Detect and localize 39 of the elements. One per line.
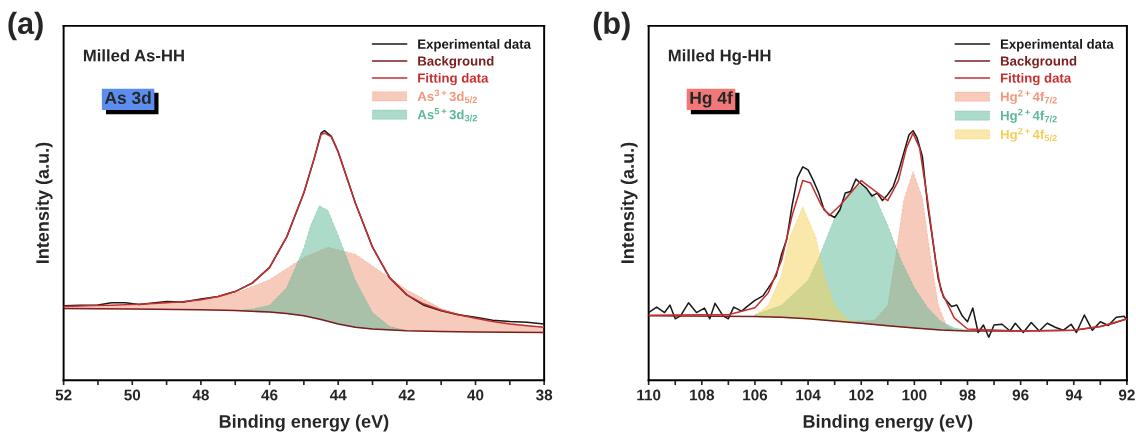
x-tick-label: 108 bbox=[690, 389, 715, 401]
x-tick-label: 48 bbox=[192, 389, 209, 401]
chart-title: (a) bbox=[8, 11, 43, 41]
legend-label: Hg$^{2+}$4f$_{7/2}$ bbox=[1000, 108, 1057, 123]
x-tick-label: 40 bbox=[467, 389, 484, 401]
x-tick-label: 96 bbox=[1012, 389, 1029, 401]
x-tick-label: 106 bbox=[743, 389, 768, 401]
legend-label: Experimental data bbox=[1000, 39, 1114, 52]
x-tick-label: 92 bbox=[1118, 389, 1135, 401]
y-axis-title: Intensity (a.u.) bbox=[35, 142, 53, 264]
x-tick-label: 52 bbox=[55, 389, 72, 401]
text: Milled As-HH bbox=[83, 49, 184, 62]
legend-label: Background bbox=[418, 56, 494, 69]
text: As 3d bbox=[104, 91, 151, 105]
legend-label: Experimental data bbox=[418, 39, 532, 52]
x-tick-label: 110 bbox=[637, 389, 661, 401]
x-tick-label: 94 bbox=[1065, 389, 1083, 401]
x-tick-label: 102 bbox=[849, 389, 874, 401]
x-axis-title: Binding energy (eV) bbox=[803, 414, 973, 432]
legend-label: As$^{3+}$3d$_{5/2}$ bbox=[417, 89, 477, 104]
text: Hg 4f bbox=[690, 91, 733, 108]
legend-label: Hg$^{2+}$4f$_{5/2}$ bbox=[1000, 127, 1057, 142]
legend-label: Background bbox=[1000, 56, 1077, 69]
y-axis-title: Intensity (a.u.) bbox=[620, 142, 638, 264]
x-tick-label: 104 bbox=[796, 389, 821, 401]
legend-label: Hg$^{2+}$4f$_{7/2}$ bbox=[1000, 89, 1057, 105]
legend-label: As$^{5+}$3d$_{3/2}$ bbox=[417, 107, 477, 122]
x-tick-label: 38 bbox=[536, 389, 553, 401]
x-tick-label: 46 bbox=[261, 389, 278, 401]
x-tick-label: 100 bbox=[902, 389, 927, 401]
legend-label: Fitting data bbox=[1000, 72, 1072, 86]
x-tick-label: 42 bbox=[398, 389, 415, 401]
x-tick-label: 98 bbox=[959, 389, 976, 401]
x-tick-label: 44 bbox=[329, 389, 347, 401]
x-tick-label: 50 bbox=[124, 389, 141, 401]
chart-title: (b) bbox=[593, 11, 630, 41]
legend-label: Fitting data bbox=[418, 72, 489, 86]
text: Milled Hg-HH bbox=[668, 49, 771, 65]
x-axis-title: Binding energy (eV) bbox=[219, 414, 389, 432]
